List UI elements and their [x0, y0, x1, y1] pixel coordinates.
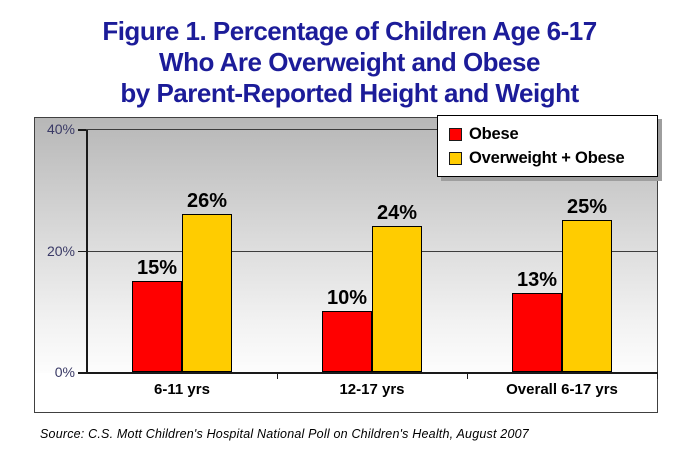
bar-obese — [322, 311, 372, 372]
bar-overweight-+-obese — [372, 226, 422, 372]
gridline-20% — [86, 250, 657, 252]
y-tick-40% — [78, 129, 86, 131]
legend: Obese Overweight + Obese — [437, 115, 658, 177]
bar-column: 25% — [562, 196, 612, 372]
y-tick-label: 20% — [46, 242, 75, 259]
bar-value-label: 15% — [136, 257, 178, 279]
bar-value-label: 26% — [186, 190, 228, 212]
bar-obese — [132, 281, 182, 372]
bar-overweight-+-obese — [562, 220, 612, 372]
y-tick-20% — [78, 250, 86, 253]
bar-value-label: 25% — [566, 196, 608, 218]
figure-title-line-2: Who Are Overweight and Obese — [159, 47, 540, 77]
gridline-40% — [86, 129, 657, 131]
y-tick-label: 0% — [54, 364, 75, 380]
category-labels: 6-11 yrs 12-17 yrs Overall 6-17 yrs — [87, 381, 657, 398]
bar-group-overall-6-17-yrs: 13% 25% — [467, 118, 658, 379]
bar-column: 24% — [372, 202, 422, 372]
bar-column: 26% — [182, 190, 232, 372]
bar-value-label: 24% — [376, 202, 418, 224]
legend-swatch — [449, 127, 462, 141]
y-tick-0% — [78, 372, 86, 374]
legend-label: Obese — [469, 124, 519, 143]
category-label: 6-11 yrs — [154, 381, 210, 398]
bar-value-label: 13% — [516, 269, 558, 291]
x-axis — [86, 372, 657, 374]
bar-group-6-11-yrs: 15% 26% — [87, 118, 278, 379]
bar-groups: 15% 26% 10% 24% 13% 25% — [87, 118, 658, 379]
source-note: Source: C.S. Mott Children's Hospital Na… — [40, 427, 529, 441]
bar-overweight-+-obese — [182, 214, 232, 372]
y-tick-label: 40% — [46, 121, 75, 138]
x-axis-tick — [276, 372, 278, 379]
figure-title: Figure 1. Percentage of Children Age 6-1… — [0, 16, 699, 109]
category-label: Overall 6-17 yrs — [506, 381, 618, 398]
y-axis — [86, 130, 88, 373]
bar-value-label: 10% — [326, 287, 368, 309]
x-axis-tick — [466, 372, 468, 379]
figure-title-line-1: Figure 1. Percentage of Children Age 6-1… — [102, 16, 597, 46]
bar-column: 13% — [512, 269, 562, 372]
bar-column: 15% — [132, 257, 182, 372]
legend-swatch — [449, 151, 462, 165]
figure-title-line-3: by Parent-Reported Height and Weight — [120, 78, 579, 108]
legend-item-obese: Obese — [449, 125, 657, 144]
x-axis-tick — [656, 372, 658, 379]
legend-label: Overweight + Obese — [469, 148, 625, 167]
legend-item-overweight-+-obese: Overweight + Obese — [449, 149, 657, 168]
category-label: 12-17 yrs — [339, 381, 405, 398]
bar-column: 10% — [322, 287, 372, 372]
bar-group-12-17-yrs: 10% 24% — [277, 118, 468, 379]
bar-obese — [512, 293, 562, 372]
